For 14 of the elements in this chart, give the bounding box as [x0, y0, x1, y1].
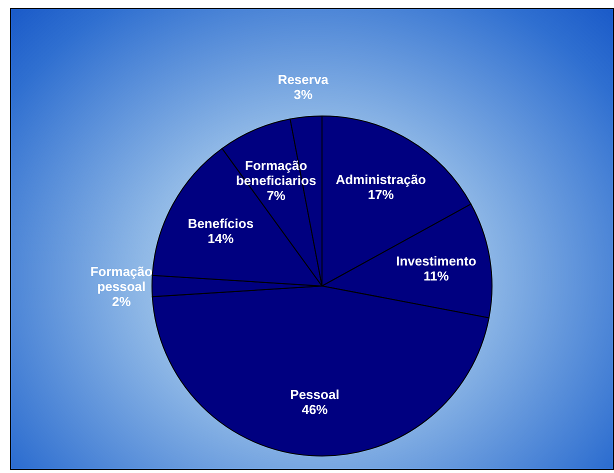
data-label: 14%	[208, 230, 234, 246]
slice-label: Investimento	[396, 252, 476, 268]
slice-label: Benefícios	[188, 215, 254, 230]
slice-label: Formação pessoal	[90, 264, 153, 294]
data-label: 3%	[294, 86, 313, 102]
data-label: 7%	[266, 187, 286, 202]
data-label: 2%	[112, 294, 132, 308]
slice-label: Administração	[336, 172, 426, 186]
data-label: 17%	[368, 186, 394, 202]
data-label: 46%	[302, 401, 328, 416]
data-label: 11%	[424, 268, 450, 283]
slice-label: Formação beneficiarios	[236, 157, 316, 188]
slice-label: Reserva	[278, 71, 330, 86]
slice-label: Pessoal	[290, 386, 340, 402]
